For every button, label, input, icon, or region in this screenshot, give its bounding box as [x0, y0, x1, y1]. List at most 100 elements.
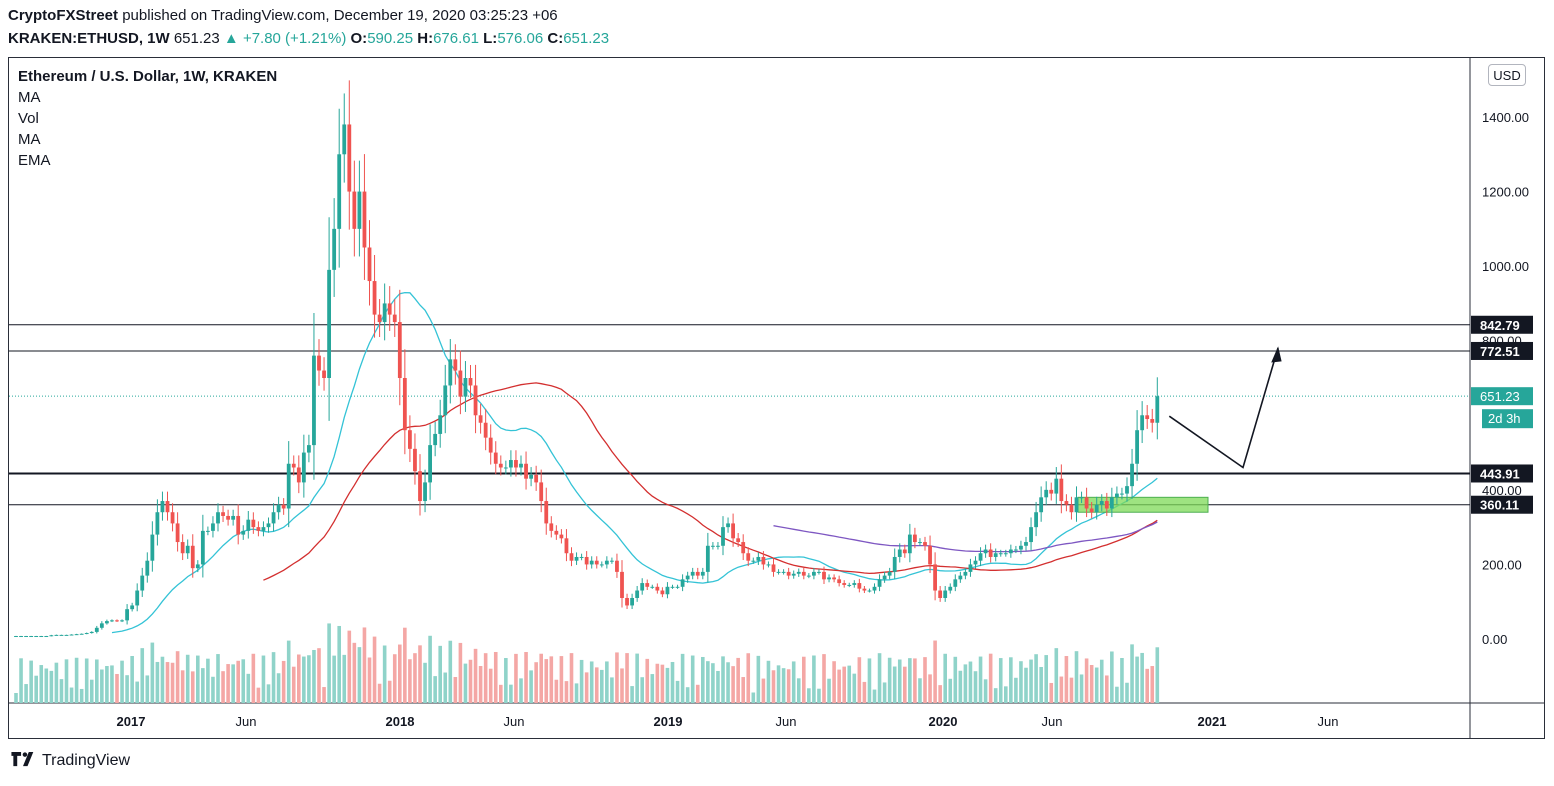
candle-body — [801, 571, 806, 576]
volume-bar — [706, 661, 710, 703]
volume-bar — [69, 687, 74, 703]
candle-body — [392, 314, 397, 323]
candle-body — [857, 583, 862, 589]
volume-bar — [347, 630, 352, 703]
candle-body — [918, 542, 922, 544]
candle-body — [241, 530, 246, 535]
candle-body — [549, 523, 554, 531]
volume-bar — [428, 635, 432, 703]
candle-body — [49, 635, 54, 637]
volume-bar — [796, 678, 801, 703]
candle-body — [822, 571, 826, 580]
candle-body — [84, 633, 89, 635]
published-text: published on TradingView.com, December 1… — [122, 7, 558, 24]
level-price-tag-label: 360.11 — [1480, 498, 1519, 513]
candle-body — [978, 553, 983, 561]
legend-item-ma[interactable]: MA — [18, 89, 41, 106]
volume-bar — [1034, 654, 1038, 703]
candle-body — [99, 623, 104, 628]
volume-bar — [716, 670, 720, 703]
candle-body — [832, 577, 836, 580]
candle-body — [882, 575, 887, 580]
volume-bar — [398, 644, 402, 703]
volume-bar — [1059, 676, 1064, 703]
candle-body — [180, 542, 185, 554]
candle-body — [59, 634, 64, 636]
candle-body — [645, 583, 650, 587]
volume-bar — [337, 625, 341, 703]
candle-body — [89, 631, 94, 634]
candle-body — [286, 463, 291, 509]
up-triangle-icon: ▲ — [223, 30, 239, 47]
countdown-tag-label: 2d 3h — [1488, 411, 1521, 426]
publisher-name[interactable]: CryptoFXStreet — [8, 7, 119, 24]
currency-button[interactable]: USD — [1488, 64, 1526, 86]
volume-bar — [711, 663, 715, 703]
volume-bar — [736, 657, 740, 703]
volume-bar — [352, 642, 357, 703]
ema-line — [773, 521, 1158, 553]
volume-bar — [862, 681, 867, 703]
legend-item-ema[interactable]: EMA — [18, 152, 51, 169]
volume-bar — [438, 645, 442, 703]
candle-body — [1109, 497, 1114, 509]
candle-body — [761, 556, 766, 565]
candle-body — [64, 634, 69, 636]
candle-body — [418, 471, 422, 502]
volume-bar — [746, 653, 751, 703]
legend-item-vol[interactable]: Vol — [18, 110, 39, 127]
volume-bar — [1024, 667, 1028, 703]
volume-bar — [14, 693, 18, 703]
volume-bar — [892, 666, 897, 703]
candle-body — [301, 452, 306, 483]
open-label: O: — [350, 30, 368, 47]
volume-bar — [418, 645, 422, 703]
candle-body — [226, 515, 230, 520]
y-tick-label: 0.00 — [1482, 632, 1507, 647]
x-tick-label: Jun — [236, 714, 257, 729]
candle-body — [216, 512, 220, 524]
volume-bar — [322, 687, 326, 703]
legend-item-ma-2[interactable]: MA — [18, 131, 41, 148]
candle-body — [812, 571, 816, 576]
x-tick-label: 2021 — [1198, 714, 1227, 729]
volume-bar — [918, 678, 922, 703]
y-tick-label-partial: 400.00 — [1482, 483, 1522, 498]
candle-body — [564, 538, 569, 554]
volume-bar — [867, 658, 872, 703]
footer-branding[interactable]: TradingView — [10, 752, 130, 770]
candle-body — [54, 634, 59, 636]
volume-bar — [1074, 651, 1079, 703]
volume-bar — [140, 648, 145, 703]
x-tick-label: 2017 — [117, 714, 146, 729]
volume-bar — [993, 688, 998, 703]
candle-body — [554, 530, 559, 535]
volume-bar — [307, 655, 311, 703]
candle-body — [766, 564, 771, 566]
candle-body — [1064, 501, 1069, 505]
candle-body — [483, 422, 488, 438]
candle-body — [1003, 553, 1008, 555]
volume-bar — [377, 683, 382, 703]
legend-title: Ethereum / U.S. Dollar, 1W, KRAKEN — [18, 68, 278, 85]
last-price: 651.23 — [173, 30, 220, 47]
level-price-tag — [1471, 464, 1533, 483]
volume-bar — [473, 648, 478, 703]
candle-body — [271, 512, 276, 524]
candle-body — [1125, 486, 1129, 494]
candle-body — [771, 564, 776, 572]
volume-bar — [529, 670, 533, 703]
candle-body — [741, 542, 746, 554]
volume-bar — [89, 679, 94, 703]
volume-bar — [670, 661, 675, 703]
candle-body — [357, 191, 362, 229]
candle-body — [1044, 489, 1049, 498]
volume-bar — [185, 654, 190, 703]
volume-bar — [509, 684, 513, 703]
volume-bar — [246, 673, 251, 703]
volume-bar — [34, 675, 38, 703]
volume-bar — [1115, 686, 1119, 703]
candle-body — [74, 634, 79, 636]
volume-bar — [766, 660, 771, 703]
